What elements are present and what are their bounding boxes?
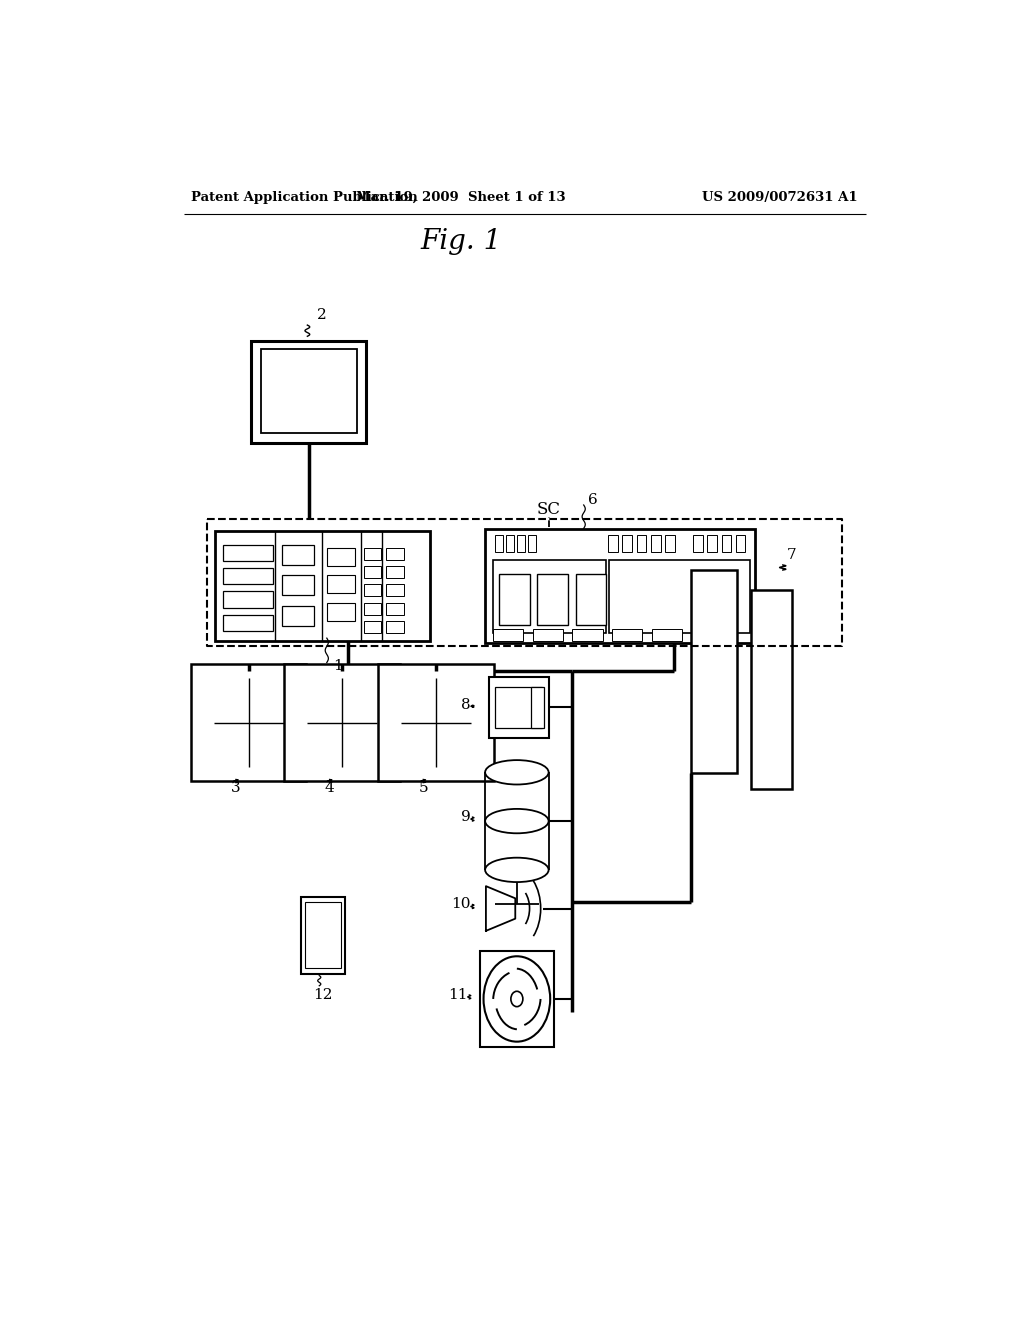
Bar xyxy=(496,686,543,727)
Text: Patent Application Publication: Patent Application Publication xyxy=(191,191,418,203)
Text: 4: 4 xyxy=(325,781,335,796)
Bar xyxy=(282,545,313,565)
Bar xyxy=(378,664,494,780)
Text: Fig. 1: Fig. 1 xyxy=(421,227,502,255)
Text: Mar. 19, 2009  Sheet 1 of 13: Mar. 19, 2009 Sheet 1 of 13 xyxy=(356,191,566,203)
Bar xyxy=(736,536,745,552)
Text: 3: 3 xyxy=(231,781,241,796)
Ellipse shape xyxy=(485,760,549,784)
Bar xyxy=(500,574,529,624)
Text: US 2009/0072631 A1: US 2009/0072631 A1 xyxy=(702,191,858,203)
Bar xyxy=(637,536,646,552)
Bar xyxy=(328,548,355,566)
Bar xyxy=(528,536,536,552)
Bar xyxy=(223,615,272,631)
Text: 11: 11 xyxy=(449,987,468,1002)
Bar xyxy=(386,585,403,597)
Bar xyxy=(365,585,381,597)
Bar xyxy=(365,620,381,634)
Bar xyxy=(223,545,272,561)
Bar xyxy=(365,602,381,615)
Bar xyxy=(223,591,272,607)
Bar xyxy=(282,576,313,595)
Bar xyxy=(261,350,356,433)
Text: 2: 2 xyxy=(316,308,327,322)
Bar xyxy=(693,536,702,552)
Text: 5: 5 xyxy=(419,781,428,796)
Bar xyxy=(190,664,306,780)
Text: 6: 6 xyxy=(588,494,597,507)
Bar xyxy=(489,677,549,738)
Bar xyxy=(495,536,503,552)
Bar xyxy=(365,566,381,578)
Bar xyxy=(285,664,400,780)
Bar xyxy=(301,898,345,974)
Bar xyxy=(386,566,403,578)
Bar xyxy=(538,574,567,624)
Bar xyxy=(282,606,313,626)
Bar xyxy=(386,548,403,560)
Bar xyxy=(575,574,606,624)
Text: 7: 7 xyxy=(786,548,797,562)
Bar xyxy=(517,536,524,552)
Bar xyxy=(652,630,682,642)
Bar xyxy=(751,590,793,788)
Bar xyxy=(365,548,381,560)
Text: SC: SC xyxy=(537,500,560,517)
Bar xyxy=(305,903,341,969)
Bar xyxy=(531,686,544,727)
Bar xyxy=(608,536,617,552)
Bar xyxy=(479,952,554,1047)
Bar xyxy=(691,570,737,774)
Bar xyxy=(572,630,602,642)
Bar xyxy=(691,630,722,642)
Bar xyxy=(494,560,606,634)
Ellipse shape xyxy=(485,809,549,833)
Text: 12: 12 xyxy=(313,987,333,1002)
Ellipse shape xyxy=(485,858,549,882)
Bar xyxy=(494,630,523,642)
Bar xyxy=(623,536,632,552)
Bar xyxy=(612,630,642,642)
Bar xyxy=(722,536,731,552)
Bar xyxy=(532,630,563,642)
Bar xyxy=(485,529,755,643)
Bar xyxy=(666,536,675,552)
Bar xyxy=(386,620,403,634)
Bar xyxy=(609,560,750,634)
Bar xyxy=(328,602,355,620)
Bar xyxy=(506,536,514,552)
Bar xyxy=(328,576,355,594)
Bar xyxy=(386,602,403,615)
Text: 10: 10 xyxy=(452,898,471,911)
Bar xyxy=(223,568,272,585)
Text: 8: 8 xyxy=(461,698,471,713)
Text: 9: 9 xyxy=(461,810,471,824)
Text: 1: 1 xyxy=(333,660,343,673)
Bar xyxy=(251,342,367,444)
Bar xyxy=(215,532,430,642)
Bar xyxy=(651,536,660,552)
Bar xyxy=(708,536,717,552)
